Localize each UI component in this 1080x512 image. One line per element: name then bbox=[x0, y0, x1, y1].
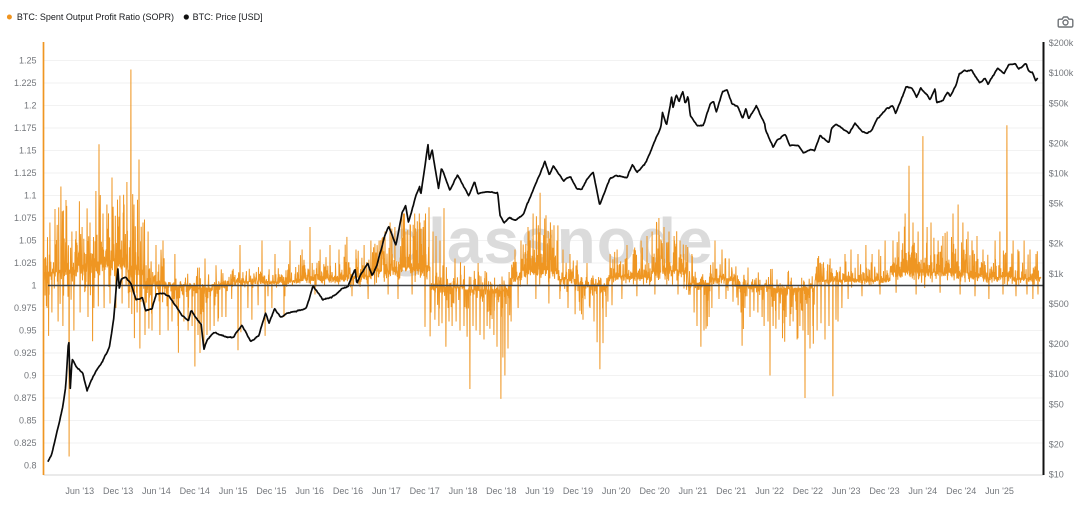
svg-text:1.05: 1.05 bbox=[19, 236, 37, 246]
svg-text:1.075: 1.075 bbox=[14, 213, 37, 223]
svg-text:1.25: 1.25 bbox=[19, 56, 37, 66]
svg-text:$20: $20 bbox=[1049, 439, 1064, 449]
svg-text:Jun '13: Jun '13 bbox=[65, 486, 94, 496]
svg-text:Dec '19: Dec '19 bbox=[563, 486, 593, 496]
svg-text:$200: $200 bbox=[1049, 339, 1069, 349]
svg-text:$500: $500 bbox=[1049, 299, 1069, 309]
svg-text:$200k: $200k bbox=[1049, 38, 1074, 48]
svg-text:Jun '21: Jun '21 bbox=[679, 486, 708, 496]
svg-text:0.975: 0.975 bbox=[14, 303, 37, 313]
svg-text:Jun '22: Jun '22 bbox=[755, 486, 784, 496]
svg-text:Jun '17: Jun '17 bbox=[372, 486, 401, 496]
svg-text:0.8: 0.8 bbox=[24, 461, 37, 471]
svg-text:Jun '24: Jun '24 bbox=[908, 486, 937, 496]
svg-text:$2k: $2k bbox=[1049, 239, 1064, 249]
svg-text:0.825: 0.825 bbox=[14, 438, 37, 448]
svg-text:Dec '16: Dec '16 bbox=[333, 486, 363, 496]
svg-text:$20k: $20k bbox=[1049, 138, 1069, 148]
svg-text:0.875: 0.875 bbox=[14, 393, 37, 403]
svg-text:Jun '23: Jun '23 bbox=[832, 486, 861, 496]
svg-text:Dec '18: Dec '18 bbox=[486, 486, 516, 496]
svg-text:1.025: 1.025 bbox=[14, 258, 37, 268]
svg-text:0.9: 0.9 bbox=[24, 371, 37, 381]
svg-text:1.15: 1.15 bbox=[19, 146, 37, 156]
svg-text:Jun '20: Jun '20 bbox=[602, 486, 631, 496]
svg-text:$100: $100 bbox=[1049, 369, 1069, 379]
svg-text:$1k: $1k bbox=[1049, 269, 1064, 279]
svg-text:Dec '21: Dec '21 bbox=[716, 486, 746, 496]
svg-text:$10k: $10k bbox=[1049, 169, 1069, 179]
svg-text:BTC: Spent Output Profit Ratio: BTC: Spent Output Profit Ratio (SOPR) bbox=[17, 12, 174, 22]
svg-text:1.125: 1.125 bbox=[14, 168, 37, 178]
svg-text:Jun '25: Jun '25 bbox=[985, 486, 1014, 496]
svg-text:Dec '17: Dec '17 bbox=[410, 486, 440, 496]
svg-text:Jun '19: Jun '19 bbox=[525, 486, 554, 496]
svg-text:Dec '20: Dec '20 bbox=[639, 486, 669, 496]
svg-text:BTC: Price [USD]: BTC: Price [USD] bbox=[193, 12, 263, 22]
svg-text:0.95: 0.95 bbox=[19, 326, 37, 336]
svg-text:$10: $10 bbox=[1049, 470, 1064, 480]
svg-text:Jun '16: Jun '16 bbox=[295, 486, 324, 496]
svg-text:1.1: 1.1 bbox=[24, 191, 37, 201]
svg-text:$50k: $50k bbox=[1049, 98, 1069, 108]
svg-text:$5k: $5k bbox=[1049, 199, 1064, 209]
svg-text:$50: $50 bbox=[1049, 399, 1064, 409]
svg-text:Dec '24: Dec '24 bbox=[946, 486, 976, 496]
svg-text:1: 1 bbox=[31, 281, 36, 291]
svg-text:Jun '14: Jun '14 bbox=[142, 486, 171, 496]
svg-text:0.85: 0.85 bbox=[19, 416, 37, 426]
svg-text:1.175: 1.175 bbox=[14, 123, 37, 133]
svg-text:$100k: $100k bbox=[1049, 68, 1074, 78]
svg-text:Dec '22: Dec '22 bbox=[793, 486, 823, 496]
svg-text:Dec '13: Dec '13 bbox=[103, 486, 133, 496]
svg-text:1.225: 1.225 bbox=[14, 78, 37, 88]
svg-text:Jun '15: Jun '15 bbox=[219, 486, 248, 496]
svg-text:Dec '15: Dec '15 bbox=[256, 486, 286, 496]
svg-text:Dec '14: Dec '14 bbox=[180, 486, 210, 496]
svg-text:Jun '18: Jun '18 bbox=[449, 486, 478, 496]
svg-text:0.925: 0.925 bbox=[14, 348, 37, 358]
svg-text:Dec '23: Dec '23 bbox=[869, 486, 899, 496]
svg-text:1.2: 1.2 bbox=[24, 101, 37, 111]
